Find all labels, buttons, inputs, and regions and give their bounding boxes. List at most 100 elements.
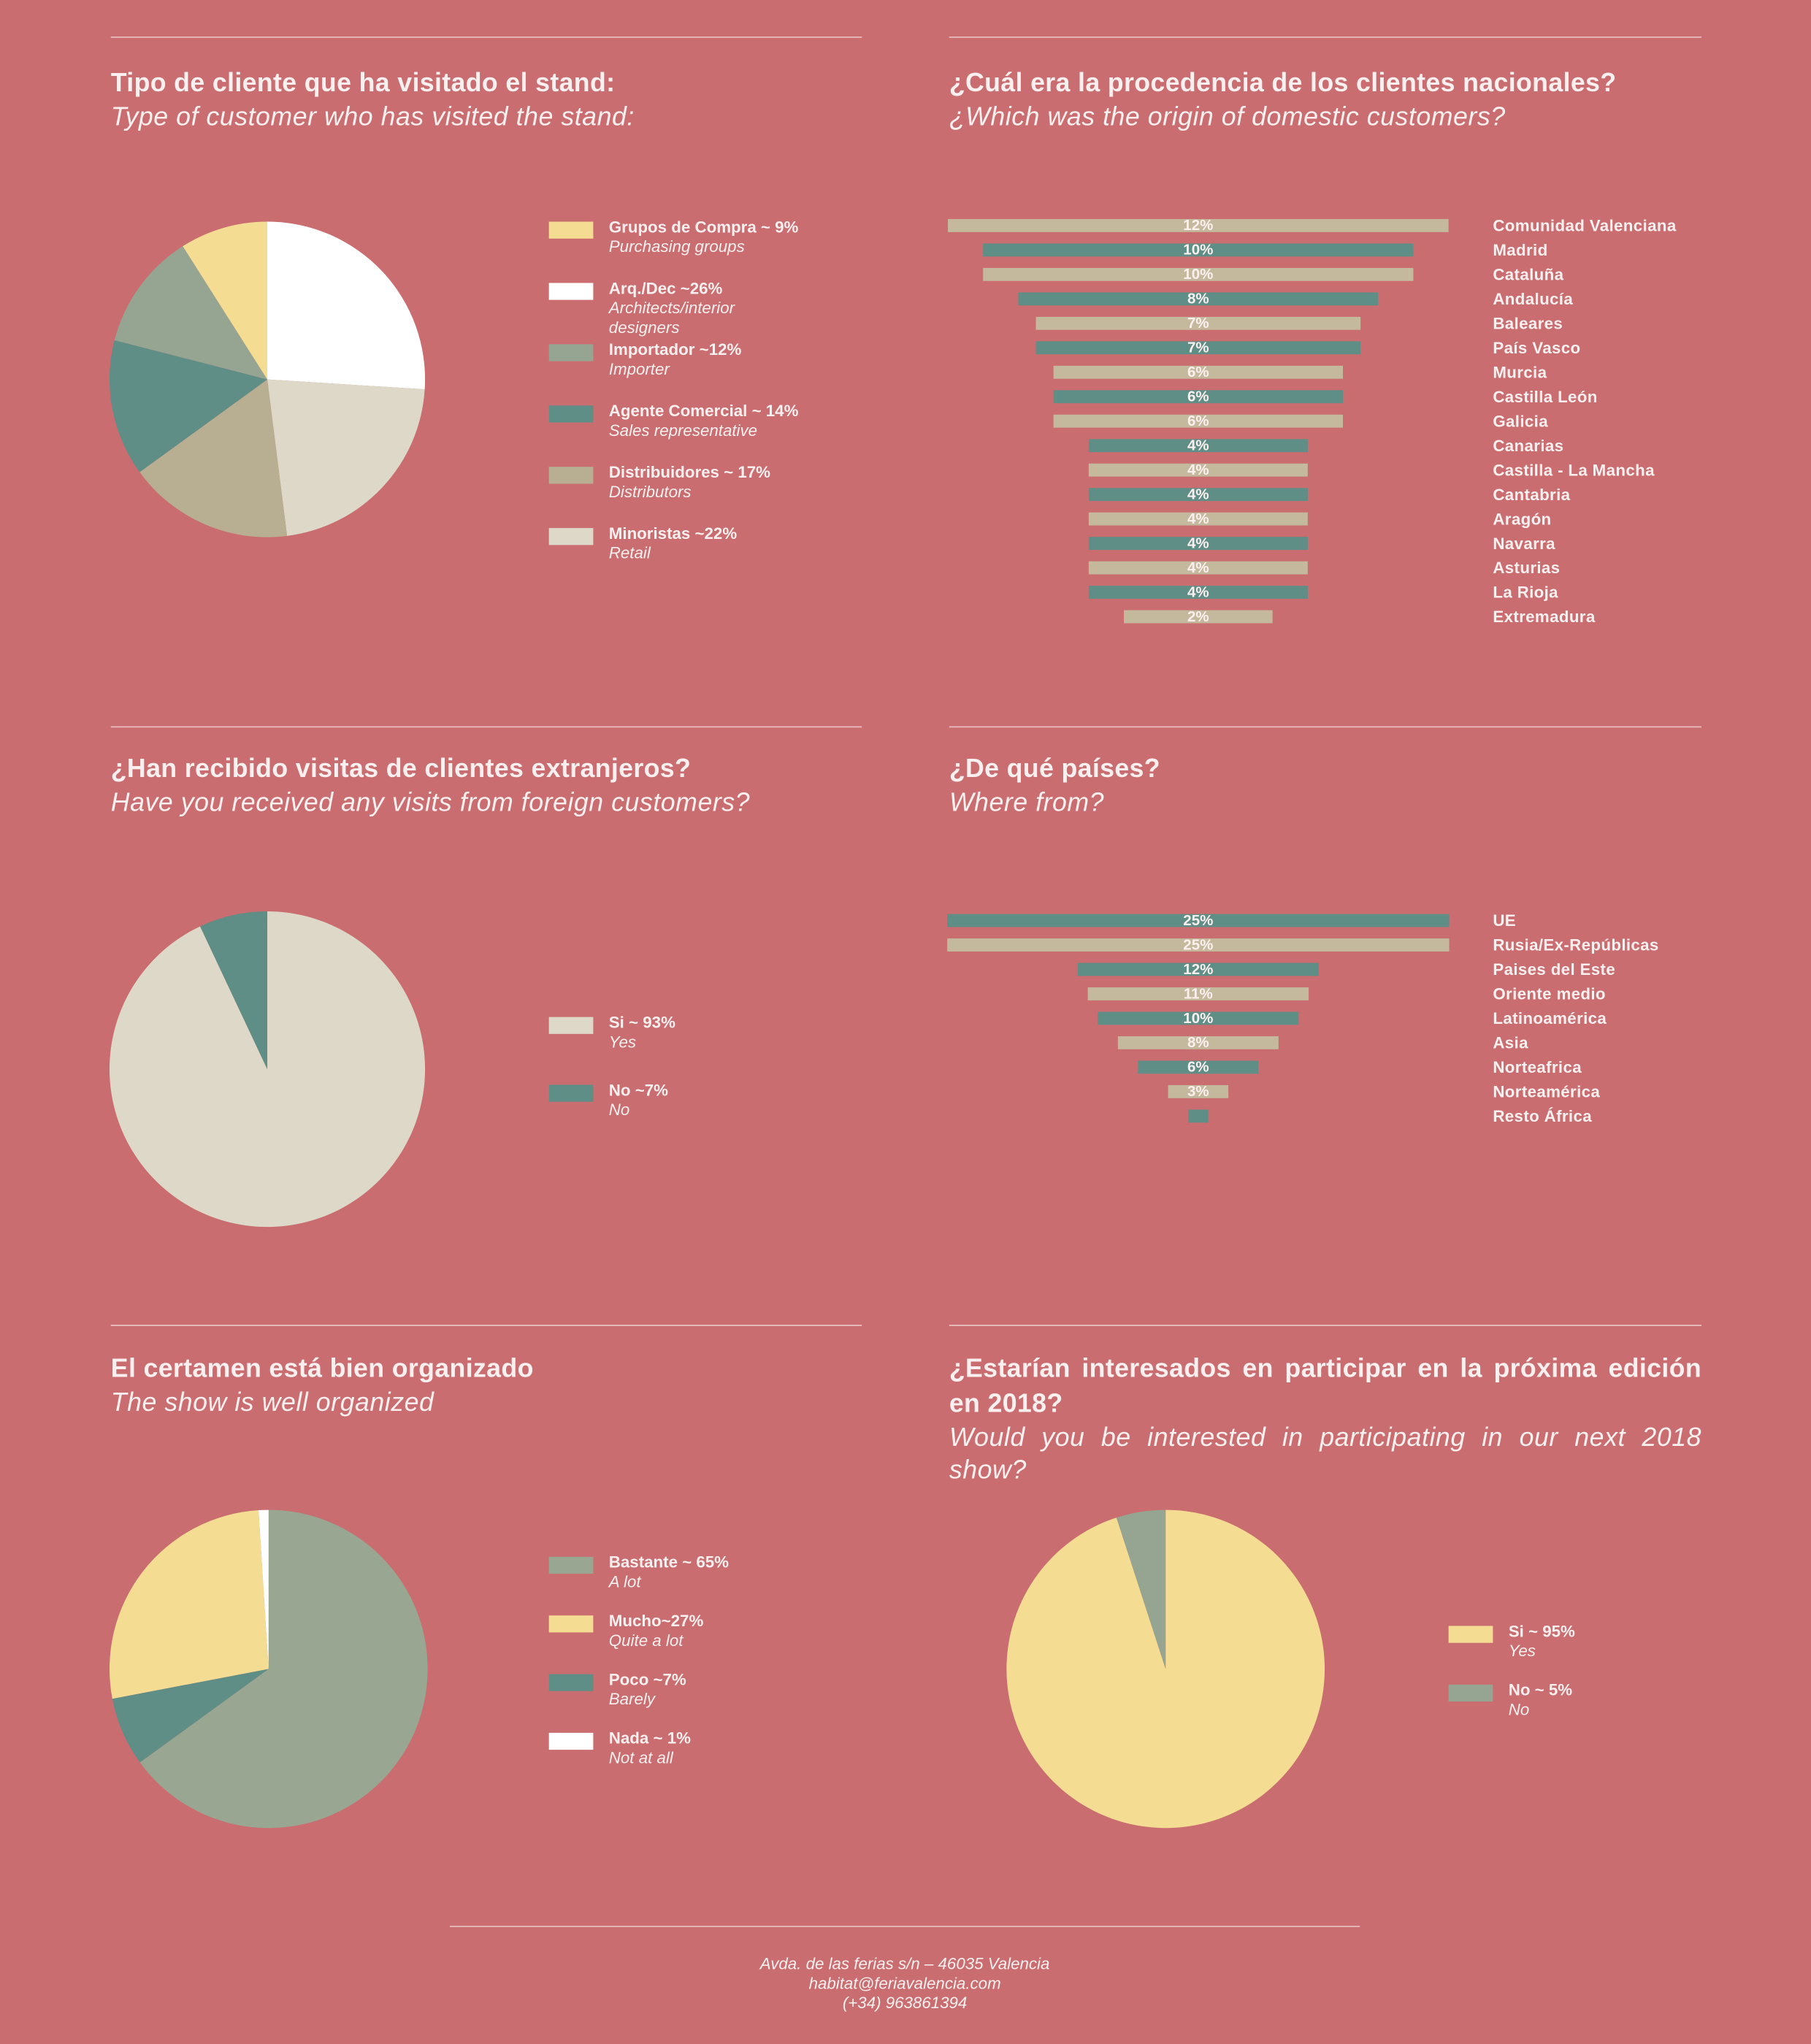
value-label: 3%: [1187, 1083, 1209, 1100]
category-label: Asia: [1493, 1034, 1528, 1052]
legend-label: Nada ~ 1%: [609, 1729, 691, 1748]
legend-label: Importador ~12%: [609, 340, 742, 359]
pie-slice: [259, 1509, 269, 1669]
footer-line: Avda. de las ferias s/n – 46035 Valencia: [759, 1955, 1050, 1973]
category-label: Latinoamérica: [1493, 1009, 1607, 1027]
pie-slice: [112, 1669, 269, 1763]
chart-subtitle: Have you received any visits from foreig…: [110, 789, 751, 818]
bar: [1088, 488, 1308, 502]
chart-header: ¿Han recibido visitas de clientes extran…: [111, 752, 863, 820]
legend-sublabel: Retail: [609, 544, 651, 562]
bar: [1053, 365, 1344, 379]
category-label: Andalucía: [1493, 290, 1573, 308]
category-label: Madrid: [1493, 241, 1547, 259]
legend-swatch: [548, 344, 594, 361]
legend-sublabel: No: [609, 1101, 630, 1119]
bar: [947, 914, 1450, 927]
bar: [1088, 512, 1308, 526]
category-label: Paises del Este: [1493, 960, 1615, 979]
bar: [1098, 1011, 1299, 1025]
category-label: Resto África: [1493, 1107, 1592, 1125]
value-label: 2%: [1187, 608, 1209, 625]
legend-swatch: [548, 1017, 594, 1034]
value-label: 25%: [1183, 936, 1213, 953]
chart-header: ¿Estarían interesados en participar en l…: [949, 1352, 1701, 1488]
bar: [1088, 463, 1308, 477]
legend-line: designers: [609, 318, 680, 337]
value-label: 4%: [1187, 510, 1209, 527]
category-label: Cataluña: [1493, 266, 1563, 284]
legend-label: Minoristas ~22%: [609, 524, 738, 543]
category-label: La Rioja: [1493, 583, 1558, 602]
legend-label: Mucho~27%: [609, 1612, 704, 1630]
bar: [1168, 1084, 1229, 1098]
legend-label: Grupos de Compra ~ 9%: [609, 218, 799, 236]
legend-label: Agente Comercial ~ 14%: [609, 402, 799, 420]
bar: [1077, 962, 1319, 976]
pie-slice: [109, 911, 426, 1228]
chart-header: ¿Cuál era la procedencia de los clientes…: [949, 66, 1701, 134]
chart-subtitle: Type of customer who has visited the sta…: [110, 103, 635, 132]
value-label: 8%: [1187, 1034, 1209, 1051]
value-label: 12%: [1183, 217, 1213, 234]
chart-title: ¿Han recibido visitas de clientes extran…: [110, 754, 692, 784]
chart-title: Tipo de cliente que ha visitado el stand…: [110, 69, 616, 98]
bar: [983, 243, 1414, 257]
chart-title: El certamen está bien organizado: [110, 1355, 534, 1384]
legend-label: Si ~ 95%: [1509, 1622, 1575, 1640]
legend-swatch: [548, 528, 594, 546]
legend-sublabel: Architects/interior designers: [608, 299, 736, 337]
value-label: 11%: [1184, 985, 1213, 1002]
footer-line: (+34) 963861394: [843, 1994, 967, 2012]
category-label: Canarias: [1493, 437, 1563, 455]
legend-sublabel: Yes: [1509, 1642, 1536, 1660]
category-label: Castilla León: [1493, 388, 1597, 406]
chart-subtitle: Where from?: [949, 789, 1105, 818]
value-label: 25%: [1183, 912, 1213, 929]
legend-label: No ~ 5%: [1509, 1681, 1573, 1699]
category-label: Baleares: [1493, 314, 1563, 332]
legend-swatch: [548, 405, 594, 423]
chart-subtitle: ¿Which was the origin of domestic custom…: [949, 103, 1506, 132]
category-label: Extremadura: [1493, 608, 1595, 626]
legend-sublabel: Barely: [609, 1690, 656, 1708]
legend-label: No ~7%: [609, 1081, 668, 1099]
pie-slice: [267, 379, 425, 536]
pie-slice: [114, 246, 268, 380]
value-label: 10%: [1183, 242, 1213, 259]
category-label: Rusia/Ex-Repúblicas: [1493, 936, 1658, 954]
chart-subtitle: The show is well organized: [110, 1388, 434, 1417]
pie-slice: [1006, 1509, 1325, 1829]
footer-line: habitat@feriavalencia.com: [809, 1974, 1001, 1992]
legend-label: Distribuidores ~ 17%: [609, 463, 770, 481]
chart-title: ¿Cuál era la procedencia de los clientes…: [949, 69, 1617, 98]
legend-sublabel: A lot: [608, 1572, 642, 1591]
category-label: UE: [1493, 911, 1516, 930]
value-label: 4%: [1187, 486, 1209, 502]
pie-slice: [109, 1509, 269, 1699]
bar: [983, 267, 1414, 281]
legend-swatch: [1448, 1684, 1493, 1702]
legend-label: Si ~ 93%: [609, 1013, 675, 1031]
bar: [1188, 1109, 1209, 1123]
value-label: 4%: [1187, 535, 1209, 551]
bar: [1087, 987, 1309, 1000]
legend-sublabel: Quite a lot: [609, 1631, 684, 1650]
legend-swatch: [548, 1556, 594, 1574]
legend-swatch: [1448, 1626, 1493, 1643]
legend-sublabel: Sales representative: [609, 421, 757, 440]
pie-slice: [139, 1509, 428, 1829]
legend-label: Bastante ~ 65%: [609, 1553, 729, 1572]
legend-sublabel: No: [1509, 1700, 1530, 1718]
legend-label: Arq./Dec ~26%: [609, 279, 723, 297]
legend-label: Poco ~7%: [609, 1670, 686, 1688]
bar: [1124, 610, 1273, 624]
category-label: Galicia: [1493, 412, 1548, 430]
legend-swatch: [548, 1084, 594, 1102]
category-label: Oriente medio: [1493, 985, 1606, 1003]
chart-subtitle: Would you be interested in participating…: [949, 1423, 1702, 1485]
bar: [1053, 414, 1344, 428]
category-label: Murcia: [1493, 363, 1547, 381]
